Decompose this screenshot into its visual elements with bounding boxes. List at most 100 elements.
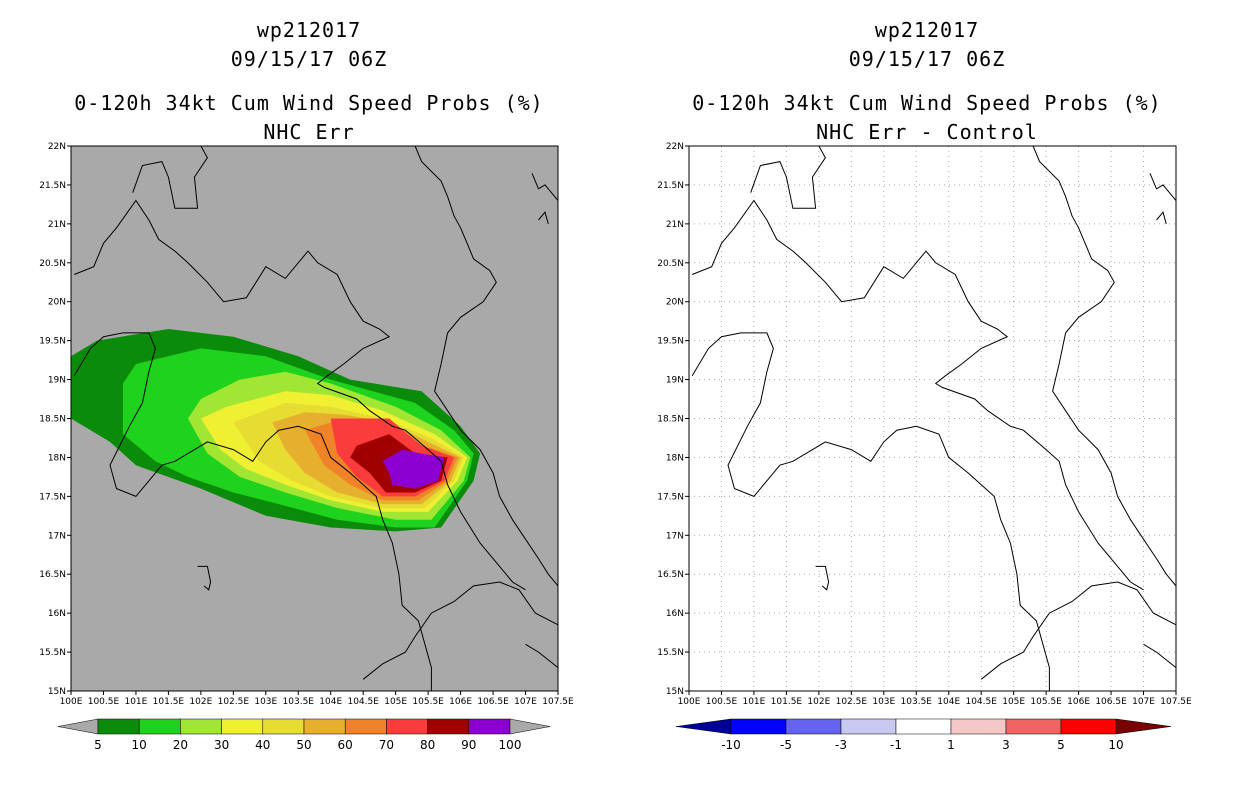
border-line bbox=[980, 581, 1176, 680]
lat-label: 22N bbox=[666, 142, 684, 152]
colorbar-label: 40 bbox=[255, 738, 270, 752]
colorbar-label: -3 bbox=[835, 738, 847, 752]
colorbar-swatch bbox=[97, 718, 140, 735]
lat-label: 19.5N bbox=[657, 337, 684, 347]
lon-label: 101E bbox=[742, 697, 765, 707]
colorbar-swatch bbox=[468, 718, 511, 735]
colorbar-label: 100 bbox=[499, 738, 522, 752]
lon-label: 103.5E bbox=[901, 697, 933, 707]
map-subtitle-right: NHC Err - Control bbox=[816, 120, 1038, 144]
lat-label: 21.5N bbox=[39, 181, 66, 191]
lon-label: 105E bbox=[384, 697, 407, 707]
lon-label: 104.5E bbox=[965, 697, 997, 707]
colorbar-label: 20 bbox=[173, 738, 188, 752]
lat-label: 15N bbox=[48, 687, 66, 697]
difference-map-right: 22N 21.5N 21N 20.5N 20N 19.5N 19N 18.5N 18N 17.5N… bbox=[657, 142, 1192, 752]
lon-label: 103.5E bbox=[283, 697, 315, 707]
lon-label: 100E bbox=[60, 697, 83, 707]
lon-label: 103E bbox=[872, 697, 895, 707]
lat-label: 20N bbox=[666, 298, 684, 308]
lon-label: 104E bbox=[319, 697, 342, 707]
colorbar-label: 10 bbox=[1108, 738, 1123, 752]
colorbar-label: 5 bbox=[94, 738, 102, 752]
colorbar-label: -1 bbox=[890, 738, 902, 752]
colorbar-swatch bbox=[386, 718, 428, 735]
border-line bbox=[538, 211, 549, 225]
border-line bbox=[73, 332, 432, 691]
lat-label: 17.5N bbox=[657, 492, 684, 502]
border-line bbox=[815, 565, 830, 591]
colorbar-swatch bbox=[427, 718, 470, 735]
colorbar-swatch bbox=[840, 718, 897, 735]
colorbar-swatch bbox=[1060, 718, 1117, 735]
colorbar-label: 80 bbox=[420, 738, 435, 752]
colorbar-swatch bbox=[303, 718, 346, 735]
lat-label: 15.5N bbox=[39, 648, 66, 658]
plot-area bbox=[689, 146, 1176, 691]
lat-label: 16.5N bbox=[39, 570, 66, 580]
colorbar-label: 30 bbox=[214, 738, 229, 752]
lat-label: 18.5N bbox=[39, 415, 66, 425]
lon-label: 104.5E bbox=[347, 697, 379, 707]
lon-label: 100E bbox=[678, 697, 701, 707]
border-line bbox=[132, 146, 208, 209]
lon-label: 105.5E bbox=[412, 697, 444, 707]
lat-label: 20.5N bbox=[657, 259, 684, 269]
lat-label: 15N bbox=[666, 687, 684, 697]
probability-map-left: 22N 21.5N 21N 20.5N 20N 19.5N 19N 18.5N 18N 17.5N… bbox=[39, 142, 574, 752]
map-title-left: 0-120h 34kt Cum Wind Speed Probs (%) bbox=[74, 91, 544, 115]
lon-label: 101.5E bbox=[771, 697, 803, 707]
lat-label: 17.5N bbox=[39, 492, 66, 502]
lat-label: 16N bbox=[666, 609, 684, 619]
lon-label: 101.5E bbox=[153, 697, 185, 707]
lon-label: 106.5E bbox=[1095, 697, 1127, 707]
colorbar-swatch bbox=[180, 718, 222, 735]
colorbar-label: 50 bbox=[296, 738, 311, 752]
lon-label: 100.5E bbox=[88, 697, 120, 707]
border-line bbox=[1032, 146, 1176, 587]
lat-label: 17N bbox=[48, 531, 66, 541]
lon-label: 107E bbox=[1132, 697, 1155, 707]
lat-label: 16.5N bbox=[657, 570, 684, 580]
lon-label: 102.5E bbox=[836, 697, 868, 707]
colorbar-label: 70 bbox=[379, 738, 394, 752]
lat-label: 18N bbox=[666, 453, 684, 463]
lat-label: 18N bbox=[48, 453, 66, 463]
colorbar-label: 1 bbox=[947, 738, 955, 752]
colorbar-low-arrow bbox=[675, 718, 732, 735]
border-line bbox=[1149, 173, 1176, 201]
colorbar-high-arrow bbox=[509, 718, 551, 735]
colorbar-swatch bbox=[730, 718, 787, 735]
map-content bbox=[689, 146, 1176, 691]
lon-label: 103E bbox=[254, 697, 277, 707]
lat-label: 21.5N bbox=[657, 181, 684, 191]
datetime-left: 09/15/17 06Z bbox=[230, 47, 388, 71]
colorbar-swatch bbox=[221, 718, 264, 735]
lon-label: 106E bbox=[449, 697, 472, 707]
map-title-right: 0-120h 34kt Cum Wind Speed Probs (%) bbox=[692, 91, 1162, 115]
lon-label: 102.5E bbox=[218, 697, 250, 707]
colorbar-swatch bbox=[950, 718, 1007, 735]
border-line bbox=[362, 581, 558, 680]
lon-label: 107.5E bbox=[1160, 697, 1192, 707]
colorbar-swatch bbox=[785, 718, 842, 735]
border-line bbox=[197, 565, 212, 591]
lat-label: 19N bbox=[48, 376, 66, 386]
lon-label: 104E bbox=[937, 697, 960, 707]
lat-label: 16N bbox=[48, 609, 66, 619]
border-line bbox=[531, 173, 558, 201]
lon-label: 107.5E bbox=[542, 697, 574, 707]
colorbar-swatch bbox=[895, 718, 952, 735]
colorbar-label: 5 bbox=[1057, 738, 1065, 752]
right-panel: wp212017 09/15/17 06Z 0-120h 34kt Cum Wi… bbox=[618, 0, 1236, 800]
lon-label: 105.5E bbox=[1030, 697, 1062, 707]
lon-label: 105E bbox=[1002, 697, 1025, 707]
map-subtitle-left: NHC Err bbox=[263, 120, 355, 144]
lon-label: 100.5E bbox=[706, 697, 738, 707]
lat-label: 21N bbox=[48, 220, 66, 230]
lat-label: 20.5N bbox=[39, 259, 66, 269]
lat-label: 17N bbox=[666, 531, 684, 541]
colorbar-label: -5 bbox=[780, 738, 792, 752]
border-line bbox=[414, 146, 558, 587]
lat-label: 19.5N bbox=[39, 337, 66, 347]
